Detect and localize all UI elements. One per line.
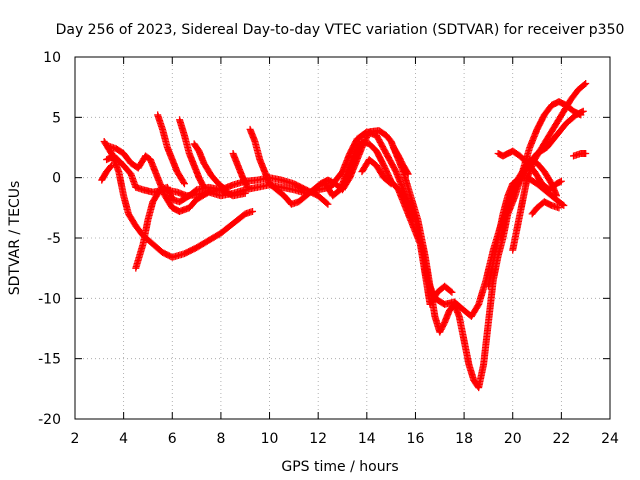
data-point — [180, 178, 188, 186]
data-point — [553, 192, 560, 200]
y-tick-label: 0 — [52, 171, 61, 187]
data-point — [249, 207, 257, 215]
data-point — [107, 162, 115, 170]
x-tick-label: 10 — [261, 431, 279, 447]
y-tick-label: 10 — [43, 50, 61, 66]
x-tick-label: 6 — [168, 431, 177, 447]
series-track-s — [98, 162, 115, 184]
x-tick-label: 4 — [119, 431, 128, 447]
series-track-h — [229, 150, 252, 191]
data-point — [560, 201, 568, 209]
x-tick-label: 8 — [216, 431, 225, 447]
data-point — [180, 180, 188, 188]
y-axis-label: SDTVAR / TECUs — [7, 181, 23, 296]
data-point — [107, 163, 115, 171]
series-track-k — [358, 156, 395, 188]
x-tick-label: 16 — [407, 431, 425, 447]
data-point — [555, 204, 563, 212]
data-point — [387, 180, 395, 188]
data-point — [582, 80, 590, 88]
data-point — [222, 186, 230, 194]
data-point — [448, 288, 456, 296]
y-tick-label: -15 — [38, 352, 61, 368]
series-track-e — [154, 111, 188, 188]
x-tick-label: 14 — [358, 431, 376, 447]
x-tick-label: 12 — [309, 431, 327, 447]
data-point — [386, 179, 394, 187]
data-point — [199, 182, 207, 190]
data-point — [324, 200, 332, 208]
data-point — [580, 81, 588, 89]
data-point — [243, 182, 251, 190]
data-point — [323, 199, 331, 207]
data-point — [244, 183, 252, 191]
y-tick-label: -5 — [47, 231, 61, 247]
x-tick-label: 22 — [552, 431, 570, 447]
x-tick-label: 24 — [601, 431, 619, 447]
x-tick-label: 2 — [71, 431, 80, 447]
series-track-j — [321, 137, 456, 308]
data-point — [579, 107, 587, 115]
y-tick-label: -20 — [38, 412, 61, 428]
y-tick-label: 5 — [52, 110, 61, 126]
x-tick-label: 18 — [455, 431, 473, 447]
series-track-r — [570, 150, 590, 160]
grid — [75, 57, 610, 419]
x-axis-label: GPS time / hours — [281, 459, 398, 475]
data-point — [557, 177, 565, 185]
series-track-a — [103, 107, 587, 320]
data-point — [241, 189, 249, 197]
data-point — [582, 150, 590, 158]
data-point — [221, 185, 229, 193]
data-point — [447, 287, 455, 295]
series-track-p — [494, 147, 565, 194]
y-tick-label: -10 — [38, 291, 61, 307]
data-series — [98, 80, 590, 392]
series-track-o — [509, 80, 590, 254]
data-point — [200, 183, 208, 191]
data-point — [404, 170, 412, 178]
series-track-i — [246, 98, 585, 392]
data-point — [559, 201, 567, 209]
series-track-f — [176, 116, 208, 191]
data-point — [403, 169, 411, 177]
data-point — [577, 111, 585, 119]
series-track-l — [390, 144, 412, 178]
series-track-q — [528, 198, 563, 218]
chart-title: Day 256 of 2023, Sidereal Day-to-day VTE… — [56, 22, 625, 38]
x-tick-label: 20 — [504, 431, 522, 447]
series-track-g — [190, 140, 230, 194]
